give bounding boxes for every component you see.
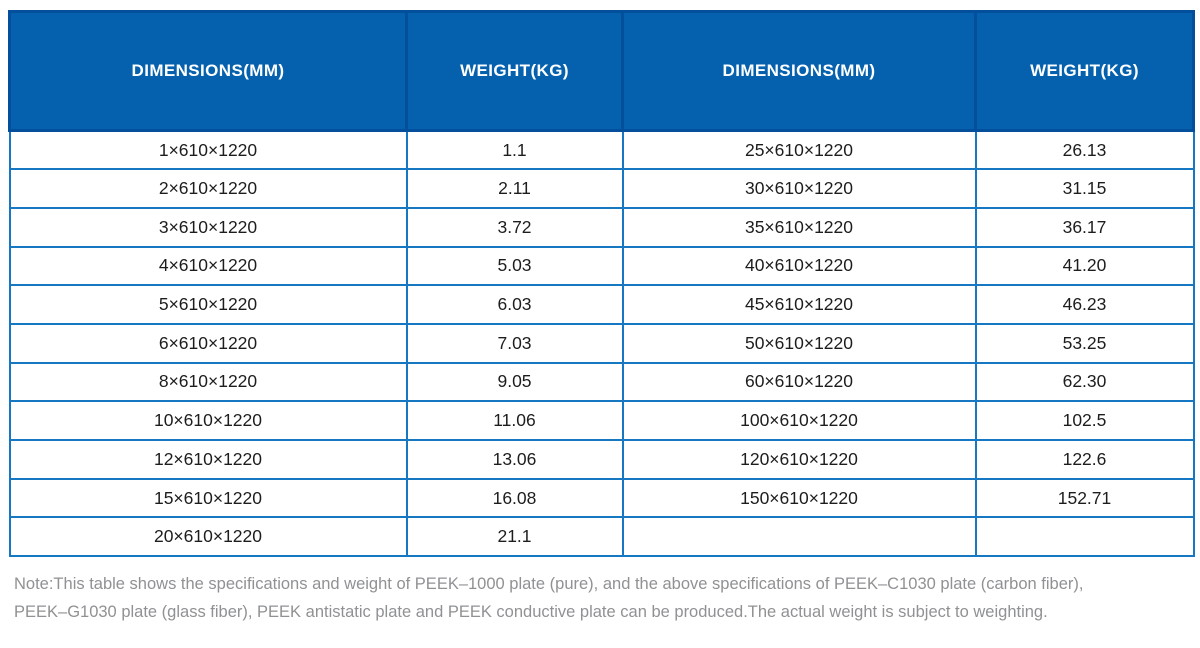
table-cell: 152.71 bbox=[974, 477, 1195, 519]
table-cell: 45×610×1220 bbox=[621, 284, 977, 325]
table-cell: 10×610×1220 bbox=[8, 400, 408, 441]
table-cell: 2×610×1220 bbox=[8, 168, 408, 209]
table-row: 1×610×1220 1.1 25×610×1220 26.13 bbox=[8, 129, 1195, 171]
table-cell: 1×610×1220 bbox=[8, 129, 408, 171]
table-row: 10×610×1220 11.06 100×610×1220 102.5 bbox=[8, 400, 1195, 441]
table-row: 12×610×1220 13.06 120×610×1220 122.6 bbox=[8, 439, 1195, 480]
header-row: DIMENSIONS(MM) WEIGHT(KG) DIMENSIONS(MM)… bbox=[8, 10, 1195, 132]
table-cell: 50×610×1220 bbox=[621, 322, 977, 364]
table-row: 15×610×1220 16.08 150×610×1220 152.71 bbox=[8, 477, 1195, 519]
spec-table: DIMENSIONS(MM) WEIGHT(KG) DIMENSIONS(MM)… bbox=[8, 10, 1195, 558]
table-cell: 6.03 bbox=[405, 284, 624, 325]
table-cell: 31.15 bbox=[974, 168, 1195, 209]
table-cell: 20×610×1220 bbox=[8, 516, 408, 558]
table-cell: 25×610×1220 bbox=[621, 129, 977, 171]
note-line-2: PEEK–G1030 plate (glass fiber), PEEK ant… bbox=[14, 603, 1048, 622]
table-row: 5×610×1220 6.03 45×610×1220 46.23 bbox=[8, 284, 1195, 325]
table-cell: 5.03 bbox=[405, 245, 624, 287]
table-row: 3×610×1220 3.72 35×610×1220 36.17 bbox=[8, 206, 1195, 248]
column-header-weight-right: WEIGHT(KG) bbox=[974, 10, 1195, 132]
column-header-weight-left: WEIGHT(KG) bbox=[405, 10, 624, 132]
table-cell: 62.30 bbox=[974, 361, 1195, 403]
table-cell: 5×610×1220 bbox=[8, 284, 408, 325]
table-cell: 122.6 bbox=[974, 439, 1195, 480]
spec-table-body: 1×610×1220 1.1 25×610×1220 26.13 2×610×1220 2… bbox=[8, 129, 1195, 558]
note-text: Note:This table shows the specifications… bbox=[14, 570, 1186, 626]
column-header-dimensions-right: DIMENSIONS(MM) bbox=[621, 10, 977, 132]
table-cell: 4×610×1220 bbox=[8, 245, 408, 287]
table-cell: 16.08 bbox=[405, 477, 624, 519]
table-cell bbox=[621, 516, 977, 558]
table-row: 20×610×1220 21.1 bbox=[8, 516, 1195, 558]
table-cell: 40×610×1220 bbox=[621, 245, 977, 287]
table-cell: 36.17 bbox=[974, 206, 1195, 248]
column-header-dimensions-left: DIMENSIONS(MM) bbox=[8, 10, 408, 132]
table-cell: 7.03 bbox=[405, 322, 624, 364]
table-cell: 9.05 bbox=[405, 361, 624, 403]
table-cell: 2.11 bbox=[405, 168, 624, 209]
table-cell bbox=[974, 516, 1195, 558]
table-cell: 35×610×1220 bbox=[621, 206, 977, 248]
table-row: 2×610×1220 2.11 30×610×1220 31.15 bbox=[8, 168, 1195, 209]
table-cell: 60×610×1220 bbox=[621, 361, 977, 403]
table-cell: 120×610×1220 bbox=[621, 439, 977, 480]
table-cell: 3.72 bbox=[405, 206, 624, 248]
table-cell: 102.5 bbox=[974, 400, 1195, 441]
table-cell: 12×610×1220 bbox=[8, 439, 408, 480]
table-cell: 53.25 bbox=[974, 322, 1195, 364]
table-cell: 3×610×1220 bbox=[8, 206, 408, 248]
table-cell: 1.1 bbox=[405, 129, 624, 171]
table-cell: 46.23 bbox=[974, 284, 1195, 325]
table-cell: 41.20 bbox=[974, 245, 1195, 287]
table-cell: 8×610×1220 bbox=[8, 361, 408, 403]
table-cell: 15×610×1220 bbox=[8, 477, 408, 519]
spec-table-header: DIMENSIONS(MM) WEIGHT(KG) DIMENSIONS(MM)… bbox=[8, 10, 1195, 132]
table-row: 4×610×1220 5.03 40×610×1220 41.20 bbox=[8, 245, 1195, 287]
table-cell: 100×610×1220 bbox=[621, 400, 977, 441]
table-cell: 26.13 bbox=[974, 129, 1195, 171]
table-row: 8×610×1220 9.05 60×610×1220 62.30 bbox=[8, 361, 1195, 403]
table-cell: 30×610×1220 bbox=[621, 168, 977, 209]
note-line-1: Note:This table shows the specifications… bbox=[14, 575, 1084, 594]
table-cell: 21.1 bbox=[405, 516, 624, 558]
table-cell: 13.06 bbox=[405, 439, 624, 480]
table-cell: 6×610×1220 bbox=[8, 322, 408, 364]
table-cell: 150×610×1220 bbox=[621, 477, 977, 519]
table-row: 6×610×1220 7.03 50×610×1220 53.25 bbox=[8, 322, 1195, 364]
table-cell: 11.06 bbox=[405, 400, 624, 441]
